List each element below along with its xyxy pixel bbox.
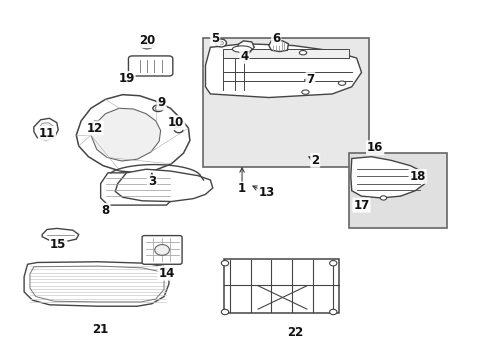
Text: 9: 9 [157,96,165,109]
Text: 18: 18 [408,170,425,183]
Text: 13: 13 [258,186,274,199]
Text: 2: 2 [310,154,319,167]
Text: 16: 16 [366,141,383,154]
Bar [348,153,446,228]
Text: 6: 6 [271,32,280,45]
Text: 17: 17 [353,199,369,212]
Ellipse shape [301,90,308,94]
Ellipse shape [329,261,336,266]
Text: 11: 11 [39,127,55,140]
Text: 10: 10 [168,116,184,129]
Ellipse shape [221,261,228,266]
Text: 3: 3 [147,175,156,188]
Polygon shape [90,121,103,132]
Ellipse shape [174,127,183,133]
Bar [224,259,338,313]
Bar [203,39,368,167]
Polygon shape [39,123,53,136]
Polygon shape [115,169,212,202]
Polygon shape [350,157,424,198]
Polygon shape [205,44,361,98]
Text: 1: 1 [238,183,245,195]
Text: 8: 8 [101,204,109,217]
Text: 14: 14 [158,267,174,280]
Ellipse shape [380,196,386,200]
Ellipse shape [232,46,251,52]
FancyBboxPatch shape [128,56,172,76]
Ellipse shape [329,309,336,315]
Ellipse shape [155,244,169,255]
Ellipse shape [155,107,161,110]
Ellipse shape [299,50,306,55]
Ellipse shape [338,81,345,85]
Ellipse shape [218,41,223,45]
Text: 21: 21 [92,323,108,336]
Text: 5: 5 [211,32,219,45]
Text: 4: 4 [240,50,248,63]
Polygon shape [101,173,173,205]
Polygon shape [34,118,58,140]
Text: 19: 19 [118,72,134,85]
Ellipse shape [215,39,226,47]
Ellipse shape [153,105,163,112]
Bar [222,49,348,58]
Polygon shape [24,262,168,306]
Text: 22: 22 [287,326,303,339]
Ellipse shape [141,42,153,49]
Polygon shape [268,41,288,51]
Text: 15: 15 [50,238,66,251]
Polygon shape [42,228,79,241]
Ellipse shape [144,44,150,47]
Text: 12: 12 [86,122,102,135]
Polygon shape [238,41,254,53]
Ellipse shape [221,309,228,315]
Text: 20: 20 [139,34,155,48]
Text: 7: 7 [305,73,314,86]
FancyBboxPatch shape [142,235,182,264]
Polygon shape [76,95,189,173]
Polygon shape [91,108,160,161]
